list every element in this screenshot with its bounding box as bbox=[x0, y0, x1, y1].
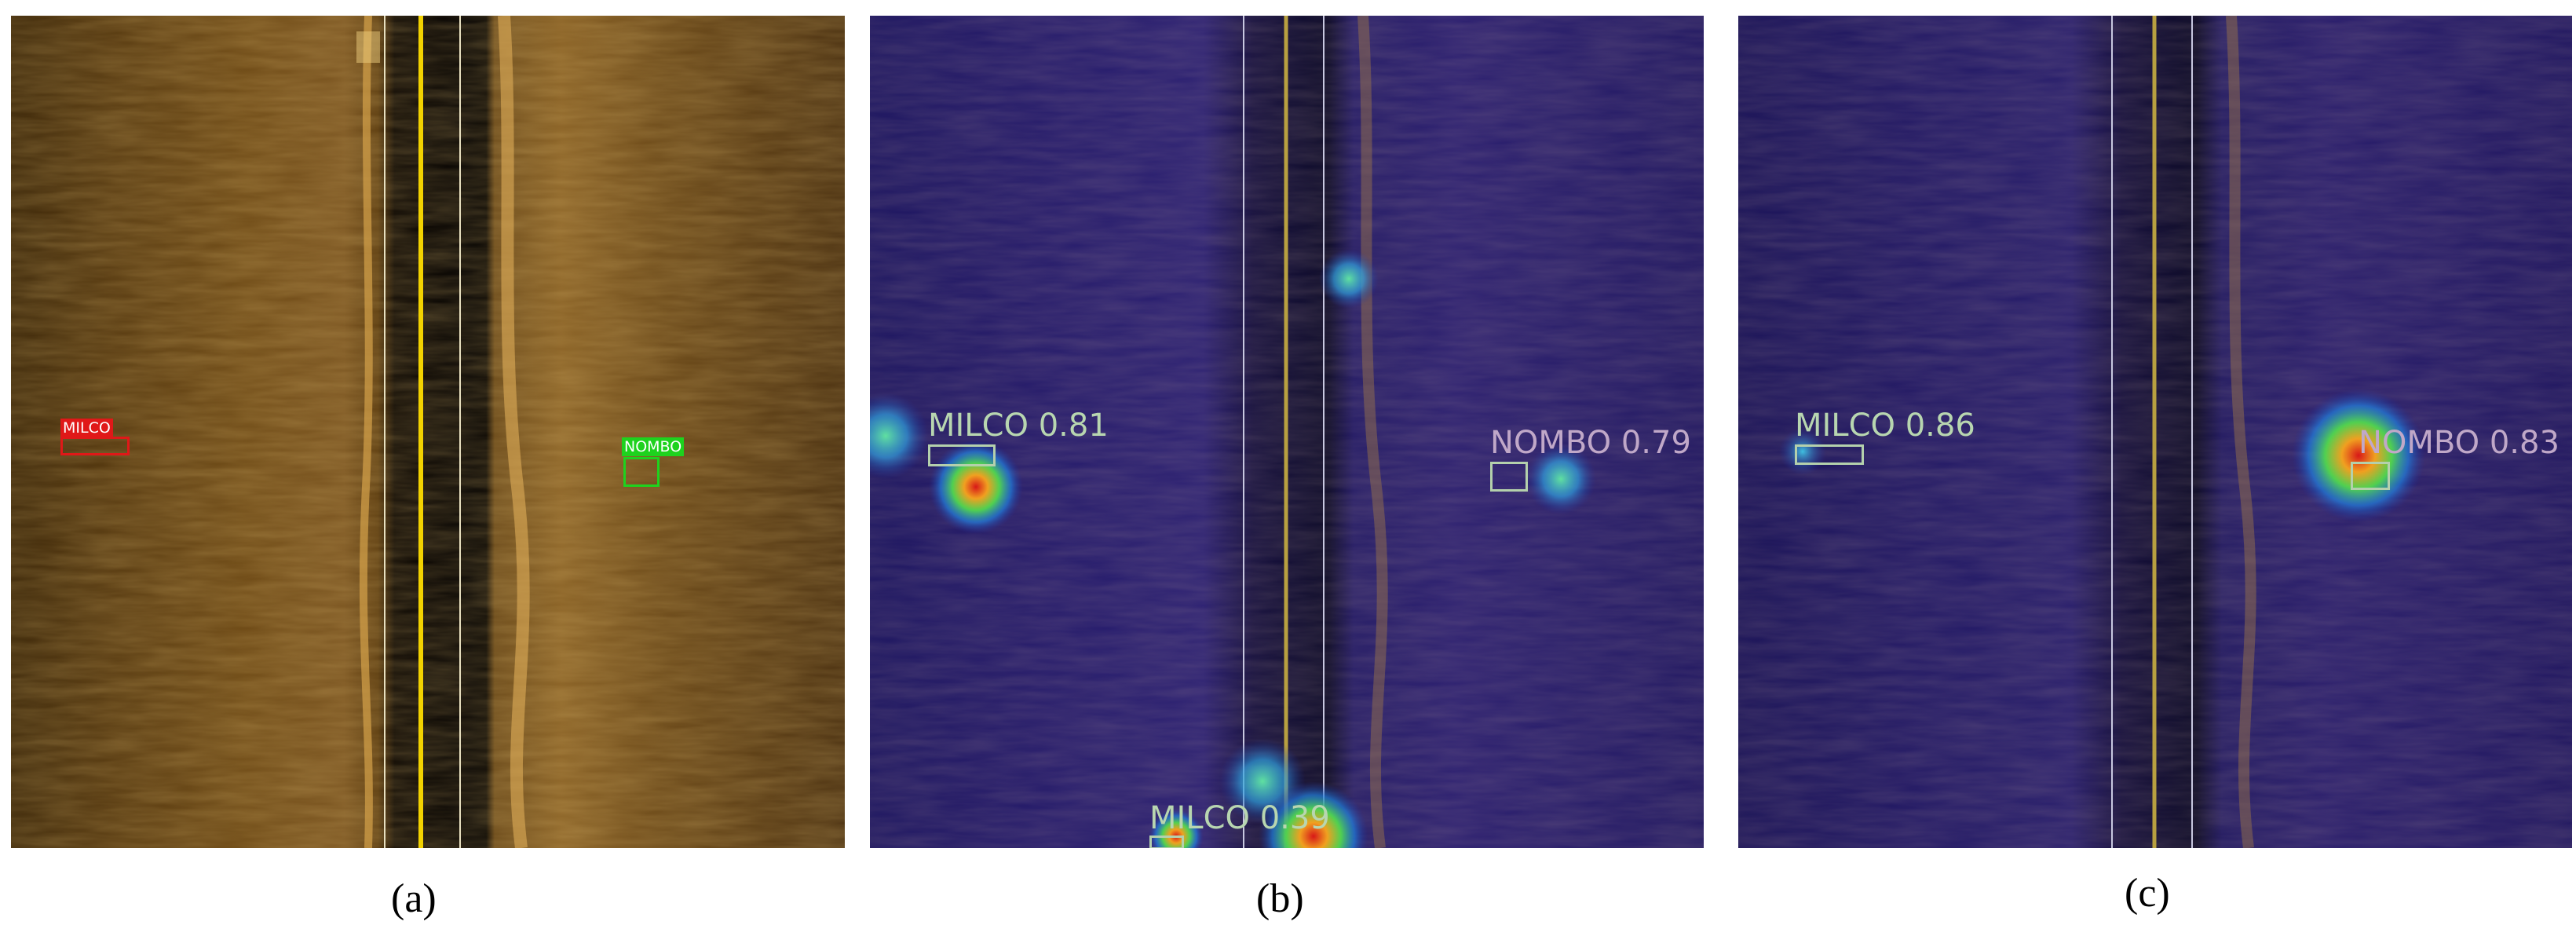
detection-box-milco-low bbox=[1149, 835, 1184, 848]
heatmap-texture-c bbox=[1738, 16, 2572, 848]
detection-label-milco: MILCO 0.81 bbox=[928, 408, 1109, 444]
detection-box-milco bbox=[928, 444, 996, 466]
ground-truth-box-milco bbox=[60, 437, 130, 455]
caption-c: (c) bbox=[2125, 871, 2170, 916]
detection-box-nombo bbox=[1490, 462, 1528, 492]
caption-b: (b) bbox=[1256, 876, 1304, 921]
heat-blob-milco bbox=[929, 440, 1023, 534]
detection-label-nombo: NOMBO 0.79 bbox=[1490, 425, 1691, 461]
sonar-image-panel-a: MILCO NOMBO bbox=[11, 16, 845, 848]
detection-label-milco: MILCO 0.86 bbox=[1795, 408, 1975, 444]
heat-blob-nombo bbox=[2292, 389, 2425, 522]
heat-blob-nombo bbox=[1526, 444, 1596, 514]
heatmap-panel-c: MILCO 0.86 NOMBO 0.83 bbox=[1738, 16, 2572, 848]
sonar-texture-a bbox=[11, 16, 845, 848]
heatmap-texture-b bbox=[870, 16, 1704, 848]
detection-label-milco-low: MILCO 0.39 bbox=[1149, 800, 1330, 836]
ground-truth-box-nombo bbox=[623, 457, 660, 487]
heatmap-panel-b: MILCO 0.81 NOMBO 0.79 MILCO 0.39 bbox=[870, 16, 1704, 848]
detection-label-nombo: NOMBO 0.83 bbox=[2359, 425, 2560, 461]
heat-blob-nadir bbox=[1319, 249, 1379, 309]
caption-a: (a) bbox=[391, 876, 437, 921]
ground-truth-label-milco: MILCO bbox=[60, 419, 113, 437]
ground-truth-label-nombo: NOMBO bbox=[622, 437, 685, 456]
detection-box-milco bbox=[1795, 444, 1864, 465]
detection-box-nombo bbox=[2351, 462, 2390, 490]
